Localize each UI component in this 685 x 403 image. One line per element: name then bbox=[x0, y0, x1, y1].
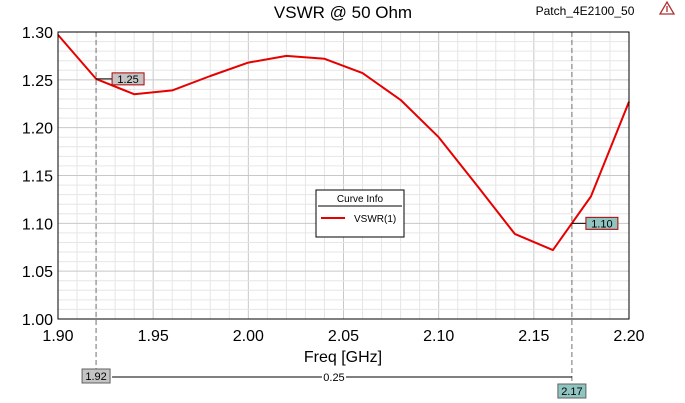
y-axis-ticks: 1.00 1.05 1.10 1.15 1.20 1.25 1.30 bbox=[22, 25, 53, 329]
x-tick-label: 2.15 bbox=[518, 328, 549, 345]
delta-label: 0.25 bbox=[323, 372, 344, 384]
delta-label-bg bbox=[321, 371, 346, 383]
y-tick-label: 1.30 bbox=[22, 25, 53, 42]
x-axis-ticks: 1.90 1.95 2.00 2.05 2.10 2.15 2.20 bbox=[42, 328, 644, 345]
y-tick-label: 1.05 bbox=[22, 264, 53, 281]
x-tick-label: 2.05 bbox=[328, 328, 359, 345]
y-tick-label: 1.25 bbox=[22, 73, 53, 90]
curve-layer bbox=[57, 34, 630, 252]
legend-box bbox=[315, 189, 405, 238]
x-tick-label: 1.90 bbox=[42, 328, 73, 345]
marker-lines bbox=[95, 32, 573, 385]
marker-2-tag-label: 1.10 bbox=[591, 218, 612, 230]
x-tick-label: 1.95 bbox=[138, 328, 169, 345]
marker-1-tag-box bbox=[111, 72, 145, 86]
legend[interactable]: Curve Info VSWR(1) bbox=[315, 189, 405, 238]
y-tick-label: 1.15 bbox=[22, 169, 53, 186]
x-tick-label: 2.20 bbox=[613, 328, 644, 345]
marker-2-tag-box bbox=[585, 216, 619, 230]
plot-frame bbox=[57, 31, 630, 320]
marker-1-x-box bbox=[81, 368, 111, 384]
project-name: Patch_4E2100_50 bbox=[536, 4, 635, 18]
chart-title: VSWR @ 50 Ohm bbox=[274, 3, 412, 22]
marker-1-x-label: 1.92 bbox=[85, 371, 106, 383]
marker-delta: 1.92 2.17 0.25 bbox=[81, 368, 587, 399]
x-tick-label: 2.10 bbox=[423, 328, 454, 345]
marker-2-x-box bbox=[557, 383, 587, 399]
x-tick-label: 2.00 bbox=[233, 328, 264, 345]
ansys-logo-icon bbox=[658, 0, 676, 15]
x-axis-label: Freq [GHz] bbox=[304, 349, 382, 366]
y-tick-label: 1.10 bbox=[22, 216, 53, 233]
y-tick-label: 1.20 bbox=[22, 121, 53, 138]
series-line-vswr bbox=[57, 34, 630, 252]
legend-entry: VSWR(1) bbox=[354, 214, 396, 225]
y-tick-label: 1.00 bbox=[22, 312, 53, 329]
marker-1-tag-label: 1.25 bbox=[117, 74, 138, 86]
marker-tags: 1.25 1.10 bbox=[96, 72, 619, 230]
legend-title: Curve Info bbox=[337, 194, 384, 205]
marker-2-x-label: 2.17 bbox=[561, 386, 582, 398]
